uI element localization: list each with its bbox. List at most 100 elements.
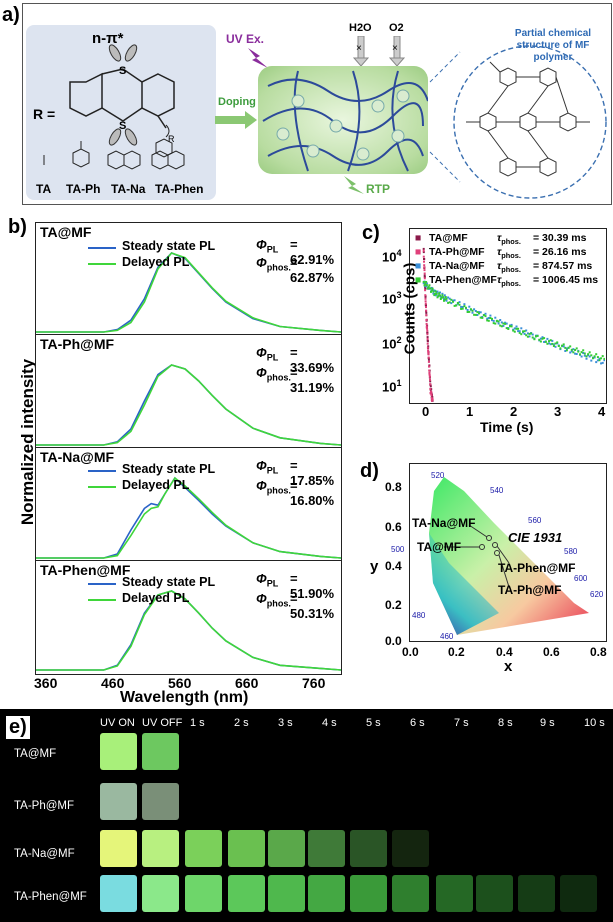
decay-point [499, 319, 502, 321]
phi-phos-value: = 62.87% [290, 255, 335, 285]
sample-photo [228, 875, 265, 912]
header-11: 10 s [584, 717, 605, 729]
decay-point [590, 359, 593, 362]
d-xtick-0.6: 0.6 [543, 645, 560, 659]
row-label-ta: TA@MF [14, 748, 57, 760]
decay-point [561, 344, 563, 347]
doping-arrow [215, 111, 257, 129]
decay-point [422, 251, 425, 254]
phi-pl-value: = 17.85% [290, 458, 335, 488]
decay-point [422, 281, 425, 283]
svg-text:×: × [392, 43, 398, 54]
rtp-bolt-icon [344, 176, 364, 194]
tick-exp: 3 [396, 290, 402, 300]
decay-point [430, 396, 433, 399]
decay-point [579, 353, 581, 356]
decay-point [518, 331, 521, 334]
decay-point [499, 324, 502, 327]
b-xtick-560: 560 [168, 675, 192, 691]
cie-label-ta-phen: TA-Phen@MF [498, 561, 576, 575]
phi-sub: phos. [266, 372, 291, 383]
panel-d-label: d) [360, 460, 379, 482]
phi-phos: Φphos. [256, 255, 291, 273]
decay-point [424, 289, 427, 292]
spec-name: TA-Na@MF [40, 449, 115, 465]
decay-point [432, 290, 435, 293]
decay-point [453, 304, 456, 307]
decay-point [428, 369, 431, 372]
decay-point [500, 325, 503, 328]
decay-point [569, 351, 572, 354]
legend-delayed-swatch [88, 486, 116, 488]
decay-point [509, 325, 511, 328]
decay-point [491, 317, 493, 320]
legend-steady: Steady state PL [122, 575, 216, 589]
panel-b-label: b) [8, 216, 27, 238]
decay-point [587, 353, 590, 356]
decay-point [425, 322, 428, 325]
phi-symbol: Φ [256, 237, 267, 252]
sample-photo [100, 875, 137, 912]
decay-point [427, 349, 430, 352]
tick-base: 10 [382, 336, 397, 352]
decay-point [428, 284, 431, 287]
decay-point [428, 365, 430, 368]
decay-point [552, 345, 555, 347]
sample-photo [476, 875, 513, 912]
decay-point [539, 340, 542, 343]
decay-point [505, 327, 508, 330]
decay-point [469, 308, 472, 311]
b-xtick-660: 660 [235, 675, 259, 691]
decay-point [432, 292, 435, 295]
decay-point [429, 378, 431, 381]
molecule-box [26, 25, 216, 200]
phi-symbol: Φ [256, 591, 267, 606]
sample-photo [350, 875, 387, 912]
decay-point [559, 347, 562, 350]
decay-point [590, 354, 593, 357]
decay-point [513, 330, 516, 333]
tick-exp: 2 [396, 335, 402, 345]
decay-point [603, 359, 605, 362]
decay-point [429, 387, 432, 390]
decay-point [422, 282, 425, 285]
decay-point [425, 325, 428, 328]
c-xlabel: Time (s) [480, 419, 534, 435]
tau-symbol: τ [497, 274, 502, 286]
decay-point [541, 336, 544, 339]
decay-point [440, 296, 443, 299]
decay-point [445, 297, 448, 300]
decay-point [565, 349, 568, 352]
d-xtick-0.8: 0.8 [590, 645, 607, 659]
decay-point [582, 352, 585, 354]
decay-point [517, 327, 520, 330]
sample-photo [308, 830, 345, 867]
row-label-ta-na: TA-Na@MF [14, 848, 75, 860]
cie-point-ta-ph [494, 550, 500, 556]
delayed-line [36, 590, 341, 671]
decay-point [569, 345, 572, 348]
c-xtick-3: 3 [554, 404, 562, 419]
sample-photo [100, 830, 137, 867]
spectrum-ta-na: TA-Na@MF Steady state PL Delayed PL ΦPL … [35, 447, 342, 563]
decay-point [452, 299, 454, 302]
header-1: UV OFF [142, 717, 183, 729]
decay-point [426, 329, 429, 332]
legend-delayed: Delayed PL [122, 591, 190, 605]
decay-point [549, 343, 552, 346]
decay-point [587, 354, 590, 357]
decay-point [491, 319, 493, 322]
decay-point [424, 300, 427, 303]
decay-point [489, 314, 492, 317]
decay-point [425, 309, 428, 312]
phi-pl: ΦPL [256, 237, 278, 255]
spec-name: TA@MF [40, 224, 92, 240]
phi-symbol: Φ [256, 365, 267, 380]
decay-point [476, 311, 479, 314]
decay-point [426, 336, 429, 339]
decay-point [580, 355, 583, 358]
decay-point [551, 339, 554, 342]
phi-sub: PL [266, 465, 279, 476]
decay-point [522, 330, 524, 333]
decay-point [600, 362, 603, 365]
